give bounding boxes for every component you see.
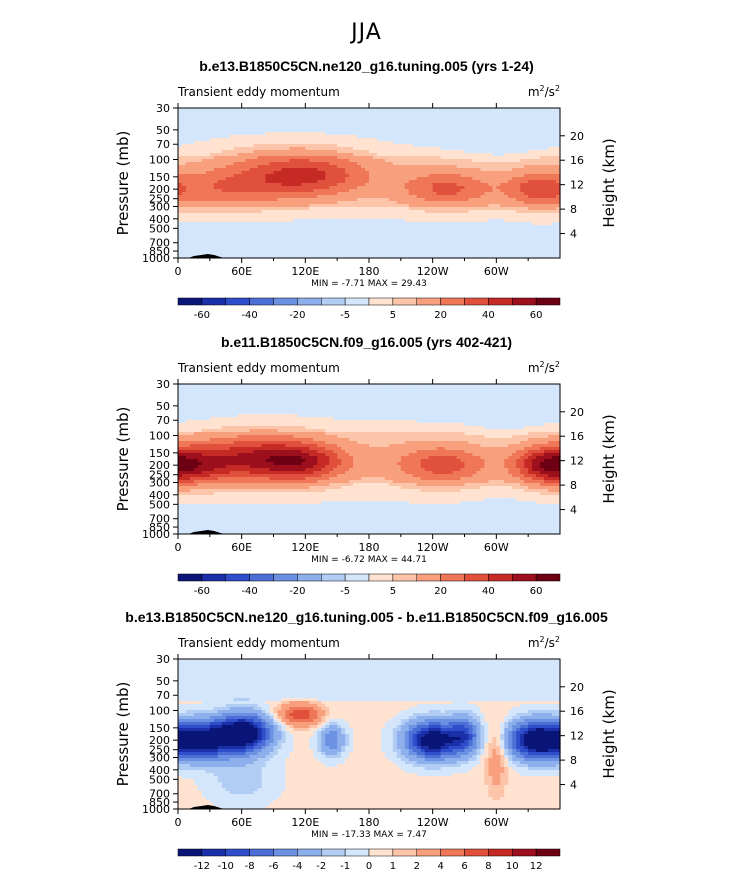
colorbar-label: 40: [482, 310, 495, 321]
y2-tick-label: 16: [570, 154, 584, 167]
panel-2-title: b.e11.B1850C5CN.f09_g16.005 (yrs 402-421…: [0, 334, 733, 350]
y-tick-label: 300: [149, 200, 170, 213]
colorbar-box: [345, 298, 369, 305]
y-tick-label: 70: [156, 138, 170, 151]
colorbar-box: [417, 298, 441, 305]
y-tick-label: 100: [149, 154, 170, 167]
field-label: Transient eddy momentum: [177, 361, 340, 375]
colorbar-box: [536, 298, 560, 305]
y-tick-label: 50: [156, 124, 170, 137]
colorbar-box: [441, 298, 465, 305]
field-cells: [178, 108, 561, 259]
colorbar-box: [297, 298, 321, 305]
x-tick-label: 120E: [291, 265, 319, 278]
min-max-stats: MIN = -7.71 MAX = 29.43: [311, 279, 427, 289]
colorbar-box: [321, 298, 345, 305]
units-label: m2/s2: [528, 84, 560, 99]
figure-title: JJA: [0, 20, 733, 45]
colorbar-box: [369, 298, 393, 305]
colorbar-label: 5: [390, 310, 396, 321]
y2-tick-label: 4: [570, 228, 577, 241]
y-tick-label: 500: [149, 222, 170, 235]
y-tick-label: 1000: [142, 252, 170, 265]
colorbar-box: [488, 298, 512, 305]
units-label: m2/s2: [528, 360, 560, 375]
colorbar-box: [393, 298, 417, 305]
y2-tick-label: 20: [570, 130, 584, 143]
colorbar-box: [226, 298, 250, 305]
y-axis-title: Pressure (mb): [114, 131, 132, 236]
panel-1-plot: Transient eddy momentum m2/s2 0 60E 120E 180 1…: [0, 78, 733, 328]
x-tick-label: 60W: [484, 265, 509, 278]
colorbar-label: -20: [289, 310, 305, 321]
colorbar-box: [202, 298, 226, 305]
panel-1-title: b.e13.B1850C5CN.ne120_g16.tuning.005 (yr…: [0, 58, 733, 74]
colorbar-box: [512, 298, 536, 305]
y2-tick-label: 8: [570, 203, 577, 216]
x-tick-label: 0: [175, 265, 182, 278]
field-cells: [178, 384, 561, 535]
colorbar-box: [274, 298, 298, 305]
colorbar-box: [178, 298, 202, 305]
colorbar-box: [465, 298, 489, 305]
x-tick-label: 180: [359, 265, 380, 278]
field-label: Transient eddy momentum: [177, 85, 340, 99]
y2-axis-title: Height (km): [600, 138, 618, 227]
colorbar-label: -5: [340, 310, 350, 321]
colorbar-label: 60: [530, 310, 543, 321]
colorbar-box: [250, 298, 274, 305]
x-tick-label: 120W: [417, 265, 449, 278]
y-tick-label: 30: [156, 102, 170, 115]
y-tick-label: 150: [149, 171, 170, 184]
colorbar-label: -60: [194, 310, 210, 321]
colorbar-label: 20: [434, 310, 447, 321]
x-tick-label: 60E: [231, 265, 252, 278]
colorbar-label: -40: [241, 310, 257, 321]
y2-tick-label: 12: [570, 179, 584, 192]
